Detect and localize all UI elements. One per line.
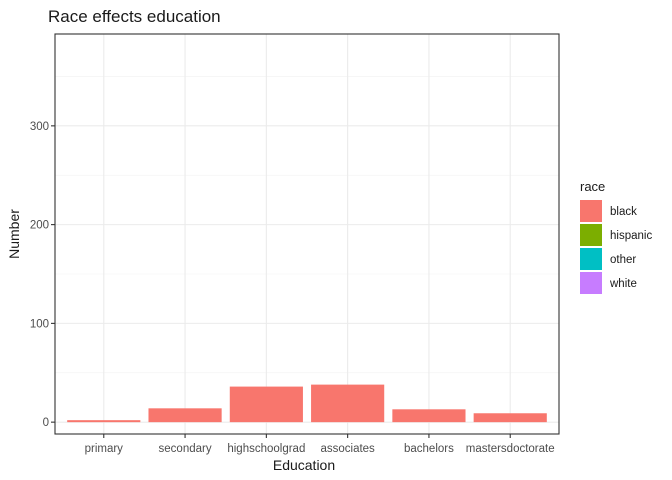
plot-panel: [55, 34, 559, 434]
panel-border: [54, 33, 560, 435]
legend-label-black: black: [610, 206, 637, 218]
chart-title: Race effects education: [48, 7, 221, 26]
bar-bachelors: [392, 409, 466, 423]
x-tick-label: primary: [85, 443, 124, 455]
x-tick-label: mastersdoctorate: [466, 443, 555, 455]
bar-associates: [311, 384, 385, 423]
x-axis-title: Education: [273, 457, 335, 473]
x-tick-label: secondary: [159, 443, 212, 455]
bar-highschoolgrad: [229, 386, 303, 423]
legend-title: race: [580, 179, 605, 194]
legend-label-white: white: [609, 278, 637, 290]
panel-background: [55, 34, 559, 434]
bars-group: [67, 384, 547, 423]
legend-label-other: other: [610, 254, 636, 266]
legend-key-other: [580, 248, 602, 270]
y-tick-label: 300: [30, 121, 49, 133]
bar-mastersdoctorate: [473, 413, 547, 423]
x-tick-label: bachelors: [404, 443, 454, 455]
legend-key-black: [580, 200, 602, 222]
legend: race black hispanic other white: [580, 179, 652, 294]
x-axis: primary secondary highschoolgrad associates…: [85, 434, 555, 455]
x-tick-label: highschoolgrad: [227, 443, 305, 455]
bar-primary: [67, 420, 141, 423]
x-tick-label: associates: [320, 443, 375, 455]
legend-key-hispanic: [580, 224, 602, 246]
bar-secondary: [148, 408, 222, 423]
y-axis: 0 100 200 300: [30, 121, 55, 429]
legend-label-hispanic: hispanic: [610, 230, 652, 242]
y-axis-title: Number: [6, 209, 22, 259]
legend-key-white: [580, 272, 602, 294]
y-tick-label: 0: [43, 417, 49, 429]
y-tick-label: 200: [30, 220, 49, 232]
y-tick-label: 100: [30, 318, 49, 330]
